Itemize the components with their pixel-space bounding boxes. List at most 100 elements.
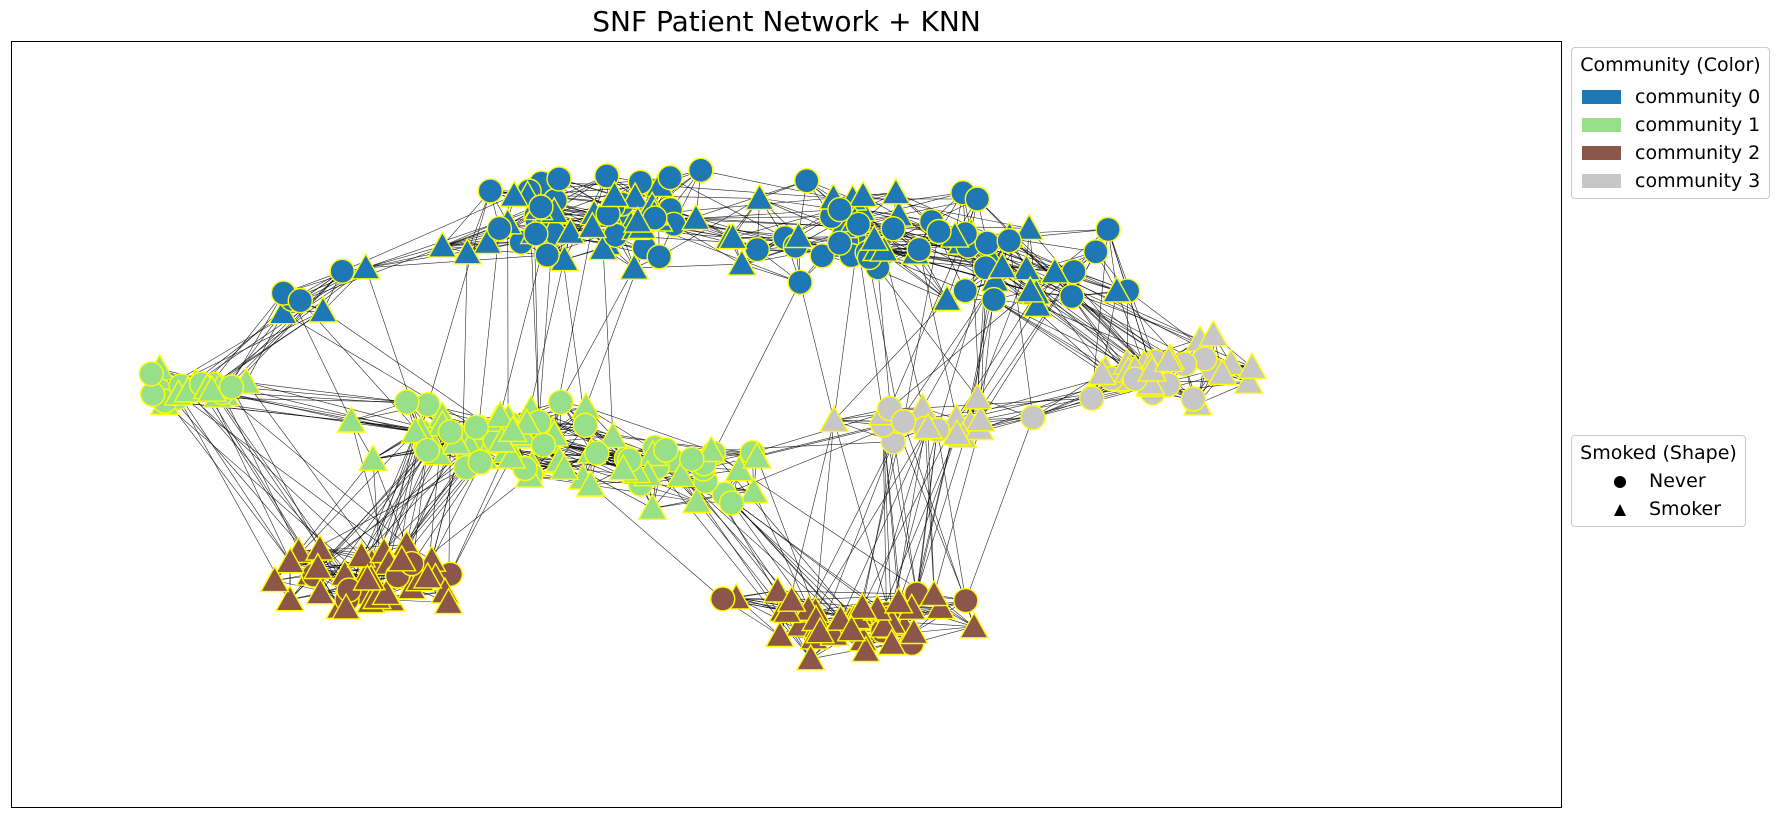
network-edge [724,494,878,610]
patient-node [876,628,907,656]
network-edge [980,271,1075,420]
network-edge [178,393,402,560]
network-edge [450,456,512,575]
patient-node [850,635,881,663]
network-edge [231,386,348,600]
patient-node [974,230,1000,256]
patient-node [358,443,388,471]
patient-node [764,620,795,648]
patient-node [941,418,972,446]
patient-node [619,252,650,280]
network-graph [138,157,1267,671]
patient-node [906,236,932,263]
network-edge [246,382,407,403]
network-edge [654,197,834,215]
patient-node [1039,256,1070,284]
patient-node [477,178,503,204]
patient-node [427,230,458,258]
patient-node [548,389,574,415]
network-edge [815,420,835,611]
patient-node [932,284,962,312]
network-edge [218,271,343,388]
patient-node [1083,239,1109,265]
network-edge [313,447,426,576]
network-edge [184,389,362,557]
patient-node [726,248,757,276]
network-edge [889,233,966,409]
network-edge [969,271,1075,424]
patient-node [463,414,489,440]
community-legend-title: Community (Color) [1580,54,1761,76]
network-edge [713,282,801,454]
network-edge [612,436,753,454]
patient-node [287,287,313,314]
triangle-marker-icon [1614,504,1626,516]
patient-node [1101,275,1132,303]
legend-entry-community-0: community 0 [1572,84,1769,112]
network-edge [916,429,938,595]
patient-node [795,643,826,671]
patient-node [549,453,580,480]
network-edge [582,477,723,600]
network-edge [970,232,1136,370]
community-3-swatch [1582,174,1621,188]
network-edge [214,267,366,385]
network-edge [372,459,407,545]
network-edge [922,397,1092,409]
community-0-swatch [1582,90,1621,104]
node-layer [138,157,1267,671]
network-edge [320,447,426,593]
patient-node [827,196,853,223]
patient-node [472,227,503,255]
network-edge [858,418,957,614]
patient-node [836,614,867,642]
patient-node [259,565,290,593]
patient-node [898,617,929,645]
network-edge [977,268,1027,399]
patient-node [744,183,775,211]
network-edge [221,271,343,393]
patient-node [926,218,952,245]
community-1-swatch [1582,118,1621,132]
patient-node [776,584,807,612]
network-edge [819,441,894,632]
plot-area [11,41,1562,808]
network-edge [224,394,407,545]
patient-node [386,544,417,572]
patient-node [859,223,890,251]
patient-node [588,233,619,261]
network-edge [833,299,948,421]
patient-node [847,592,878,620]
network-edge [993,299,1112,379]
patient-node [414,437,441,464]
network-edge [207,292,284,388]
patient-node [274,584,305,612]
network-edge [703,424,884,470]
patient-node [1078,385,1105,411]
network-edge [899,280,996,422]
chart-title: SNF Patient Network + KNN [592,5,981,38]
patient-node [331,592,362,620]
patient-node [962,382,993,410]
patient-node [1153,345,1184,373]
network-edge [659,185,834,199]
patient-node [681,486,712,514]
patient-node [965,404,996,432]
patient-node [1022,290,1053,317]
patient-node [744,236,770,263]
patient-node [637,493,668,520]
patient-node [653,437,679,463]
network-edge [207,387,291,562]
network-edge [159,267,366,392]
network-edge [1037,305,1169,361]
patient-node [809,243,835,269]
patient-node [218,374,245,400]
network-edge [891,433,958,623]
patient-node [826,230,853,256]
patient-node [987,251,1018,279]
patient-node [1095,216,1121,243]
network-edge [927,427,935,595]
network-edge [1032,369,1214,418]
network-edge [695,209,840,219]
patient-node [913,412,943,440]
